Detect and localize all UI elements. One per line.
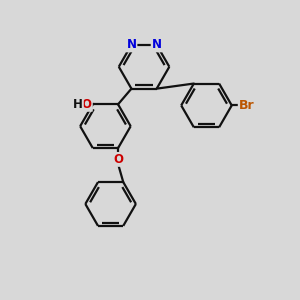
Text: H: H bbox=[73, 98, 83, 111]
Text: N: N bbox=[126, 38, 136, 51]
Text: Br: Br bbox=[239, 99, 254, 112]
Text: N: N bbox=[152, 38, 162, 51]
Text: O: O bbox=[113, 153, 123, 166]
Text: O: O bbox=[82, 98, 92, 111]
